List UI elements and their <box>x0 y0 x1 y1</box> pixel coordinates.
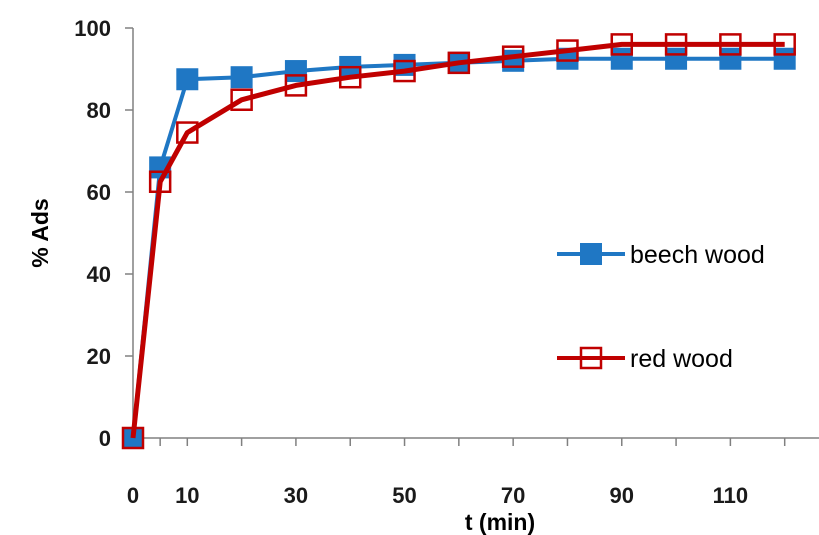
axes: 0 20 40 60 80 100 0 10 30 50 70 90 110 <box>74 16 819 508</box>
x-tick-label: 90 <box>610 483 634 508</box>
data-point <box>230 88 253 111</box>
data-point <box>176 68 199 91</box>
data-point <box>773 47 796 70</box>
legend-entry: beech wood <box>557 241 765 269</box>
x-tick-label: 0 <box>127 483 139 508</box>
data-point <box>230 66 253 89</box>
y-tick-label: 0 <box>99 426 111 451</box>
data-point <box>610 33 634 56</box>
legend-label: red wood <box>630 345 733 373</box>
data-point <box>502 49 525 72</box>
y-tick-label: 80 <box>87 98 111 123</box>
data-point <box>556 39 579 62</box>
data-point <box>148 170 172 193</box>
data-point <box>284 60 307 83</box>
data-point <box>664 33 688 56</box>
legend-entry: red wood <box>557 345 733 373</box>
data-point <box>284 74 308 97</box>
legend-marker <box>580 243 602 265</box>
data-point <box>447 51 471 75</box>
data-point <box>610 47 633 70</box>
y-tick-label: 60 <box>87 180 111 205</box>
data-point <box>773 33 796 56</box>
x-axis-title: t (min) <box>465 509 535 535</box>
x-tick-label: 110 <box>713 483 749 508</box>
data-point <box>176 121 199 144</box>
data-point <box>719 47 742 70</box>
series-layer <box>121 33 796 450</box>
x-tick-label: 10 <box>175 483 199 508</box>
series-red-wood <box>121 33 796 450</box>
data-point <box>501 45 525 68</box>
x-tick-label: 70 <box>501 483 525 508</box>
data-point <box>393 59 416 83</box>
data-point <box>719 33 742 56</box>
legend: beech wood red wood <box>557 241 765 373</box>
legend-marker <box>579 346 603 370</box>
x-tick-label: 30 <box>284 483 308 508</box>
legend-label: beech wood <box>630 241 765 269</box>
data-point <box>121 426 145 450</box>
data-point <box>338 65 362 89</box>
data-point <box>665 47 688 70</box>
y-axis-title: % Ads <box>27 198 53 267</box>
y-tick-label: 40 <box>87 262 111 287</box>
y-tick-label: 20 <box>87 344 111 369</box>
x-tick-label: 50 <box>392 483 416 508</box>
y-tick-label: 100 <box>74 16 111 41</box>
